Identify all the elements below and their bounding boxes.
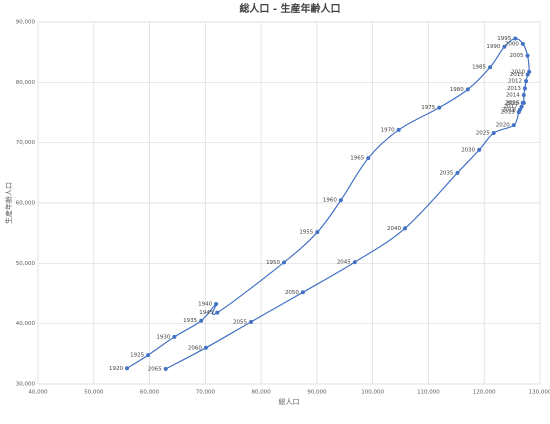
point bbox=[172, 334, 177, 339]
point-label: 2065 bbox=[148, 366, 162, 372]
point-label: 2000 bbox=[505, 41, 519, 47]
point-label: 2050 bbox=[285, 290, 299, 296]
point-label: 1930 bbox=[156, 334, 170, 340]
x-tick-label: 100,000 bbox=[361, 390, 384, 396]
y-tick-label: 50,000 bbox=[16, 261, 36, 267]
point-label: 2045 bbox=[337, 260, 351, 266]
point-label: 2020 bbox=[496, 123, 510, 129]
y-tick-label: 30,000 bbox=[16, 382, 36, 388]
point bbox=[465, 87, 470, 92]
point bbox=[437, 105, 442, 110]
point bbox=[520, 100, 525, 105]
x-tick-label: 90,000 bbox=[307, 390, 327, 396]
point bbox=[519, 104, 524, 109]
point-label: 1920 bbox=[109, 366, 123, 372]
y-tick-label: 90,000 bbox=[16, 20, 36, 26]
y-axis-title: 生産年齢人口 bbox=[4, 182, 13, 224]
point-label: 1935 bbox=[183, 318, 197, 324]
point bbox=[282, 260, 287, 265]
point bbox=[513, 36, 518, 41]
point bbox=[525, 53, 530, 58]
point bbox=[455, 170, 460, 175]
chart-title: 総人口 - 生産年齢人口 bbox=[239, 2, 340, 15]
point bbox=[300, 290, 305, 295]
point bbox=[203, 345, 208, 350]
point-label: 2030 bbox=[461, 147, 475, 153]
point bbox=[488, 65, 493, 70]
point-label: 2013 bbox=[507, 86, 521, 92]
point bbox=[511, 123, 516, 128]
point bbox=[520, 41, 525, 46]
point-label: 2018 bbox=[502, 107, 516, 113]
y-tick-label: 60,000 bbox=[16, 201, 36, 207]
x-tick-label: 40,000 bbox=[28, 390, 48, 396]
point-label: 2010 bbox=[511, 69, 525, 75]
point-label: 1945 bbox=[199, 310, 213, 316]
point-label: 2035 bbox=[439, 170, 453, 176]
point bbox=[214, 302, 219, 307]
point bbox=[338, 198, 343, 203]
point bbox=[525, 72, 530, 77]
y-tick-label: 80,000 bbox=[16, 80, 36, 86]
y-tick-label: 70,000 bbox=[16, 140, 36, 146]
point-label: 2055 bbox=[233, 319, 247, 325]
point bbox=[125, 366, 130, 371]
point bbox=[146, 353, 151, 358]
point bbox=[491, 131, 496, 136]
point-label: 1980 bbox=[450, 87, 464, 93]
point-label: 2019 bbox=[501, 110, 515, 116]
point-label: 1990 bbox=[486, 44, 500, 50]
point-label: 1940 bbox=[198, 302, 212, 308]
point bbox=[163, 366, 168, 371]
point-label: 1960 bbox=[323, 198, 337, 204]
x-tick-label: 120,000 bbox=[473, 390, 496, 396]
point-label: 2011 bbox=[510, 72, 524, 78]
point bbox=[521, 93, 526, 98]
point bbox=[524, 79, 529, 84]
point bbox=[403, 226, 408, 231]
point-label: 2016 bbox=[505, 100, 519, 106]
point bbox=[396, 127, 401, 132]
point-label: 2005 bbox=[510, 53, 524, 59]
point-label: 1995 bbox=[497, 36, 511, 42]
x-axis-title: 総人口 bbox=[279, 397, 300, 406]
point-label: 2040 bbox=[387, 226, 401, 232]
point bbox=[522, 86, 527, 91]
x-tick-label: 60,000 bbox=[140, 390, 160, 396]
point bbox=[516, 110, 521, 115]
x-tick-label: 80,000 bbox=[251, 390, 271, 396]
point-label: 2060 bbox=[188, 345, 202, 351]
x-tick-label: 110,000 bbox=[417, 390, 440, 396]
point-label: 2017 bbox=[504, 104, 518, 110]
point-label: 1955 bbox=[299, 230, 313, 236]
point-label: 1950 bbox=[266, 260, 280, 266]
point bbox=[215, 310, 220, 315]
point-label: 1925 bbox=[130, 353, 144, 359]
x-tick-label: 70,000 bbox=[196, 390, 216, 396]
point-label: 2025 bbox=[476, 131, 490, 137]
x-tick-label: 50,000 bbox=[84, 390, 104, 396]
point bbox=[502, 44, 507, 49]
point-label: 2012 bbox=[508, 79, 522, 85]
point-label: 1965 bbox=[350, 156, 364, 162]
y-tick-label: 40,000 bbox=[16, 321, 36, 327]
point bbox=[199, 318, 204, 323]
x-tick-label: 130,000 bbox=[529, 390, 550, 396]
point-label: 2014 bbox=[506, 93, 520, 99]
point bbox=[366, 156, 371, 161]
point-label: 1970 bbox=[381, 127, 395, 133]
point bbox=[477, 147, 482, 152]
point bbox=[315, 230, 320, 235]
point bbox=[249, 319, 254, 324]
point-label: 2015 bbox=[506, 100, 520, 106]
point bbox=[352, 260, 357, 265]
point-label: 1985 bbox=[472, 65, 486, 71]
point-label: 1975 bbox=[421, 105, 435, 111]
